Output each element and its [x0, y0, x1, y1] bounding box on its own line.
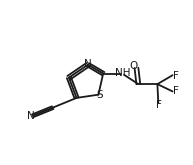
Text: F: F	[156, 100, 162, 110]
Text: O: O	[130, 61, 138, 71]
Text: F: F	[173, 86, 178, 96]
Text: F: F	[173, 71, 178, 81]
Text: N: N	[27, 111, 34, 121]
Text: NH: NH	[115, 68, 131, 78]
Text: N: N	[84, 59, 92, 69]
Text: S: S	[96, 90, 103, 100]
